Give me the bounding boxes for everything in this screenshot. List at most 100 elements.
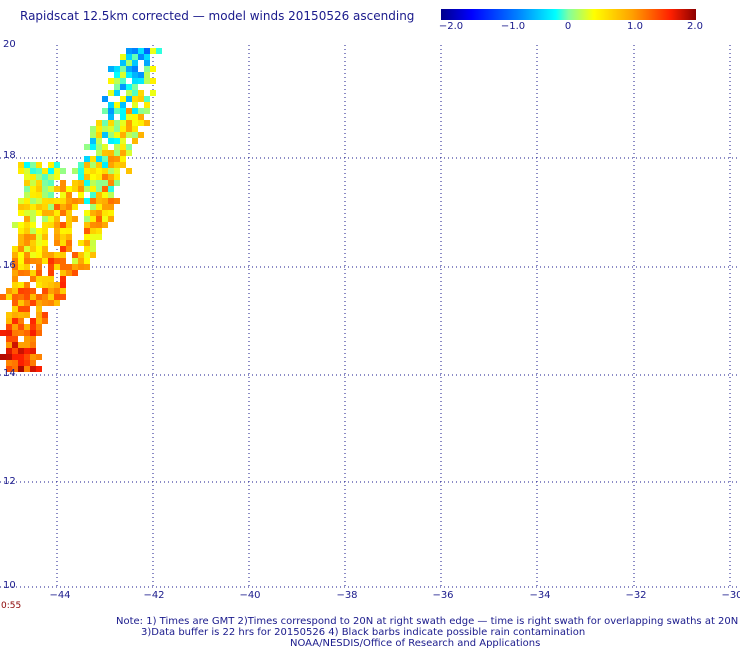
wind-cell [30, 366, 36, 372]
wind-cell [132, 60, 138, 66]
wind-cell [6, 294, 12, 300]
wind-cell [96, 132, 102, 138]
wind-cell [96, 222, 102, 228]
wind-cell [138, 108, 144, 114]
wind-cell [72, 258, 78, 264]
wind-cell [60, 276, 66, 282]
lon-label: −36 [432, 590, 454, 601]
wind-cell [12, 282, 18, 288]
wind-cell [18, 246, 24, 252]
wind-cell [66, 270, 72, 276]
wind-cell [48, 270, 54, 276]
wind-cell [84, 210, 90, 216]
wind-cell [30, 162, 36, 168]
wind-cell [36, 240, 42, 246]
wind-cell [114, 72, 120, 78]
wind-cell [108, 78, 114, 84]
wind-cell [102, 168, 108, 174]
wind-cell [12, 330, 18, 336]
wind-cell [48, 294, 54, 300]
wind-cell [30, 192, 36, 198]
wind-cell [144, 72, 150, 78]
wind-cell [30, 204, 36, 210]
wind-cell [24, 186, 30, 192]
wind-cell [72, 186, 78, 192]
wind-cell [108, 150, 114, 156]
wind-cell [24, 168, 30, 174]
wind-cell [24, 324, 30, 330]
note-line-3: NOAA/NESDIS/Office of Research and Appli… [290, 638, 541, 649]
wind-cell [18, 294, 24, 300]
wind-cell [12, 222, 18, 228]
wind-cell [114, 144, 120, 150]
wind-cell [66, 264, 72, 270]
wind-cell [42, 198, 48, 204]
wind-cell [114, 102, 120, 108]
wind-cell [96, 210, 102, 216]
wind-cell [90, 222, 96, 228]
lat-label: 10 [3, 580, 16, 591]
wind-cell [90, 168, 96, 174]
wind-cell [114, 84, 120, 90]
wind-cell [48, 282, 54, 288]
wind-cell [84, 252, 90, 258]
wind-cell [12, 342, 18, 348]
wind-cell [54, 216, 60, 222]
wind-cell [30, 294, 36, 300]
wind-cell [54, 186, 60, 192]
wind-cell [36, 186, 42, 192]
wind-cell [18, 252, 24, 258]
wind-cell [84, 264, 90, 270]
wind-cell [54, 300, 60, 306]
wind-cell [60, 234, 66, 240]
wind-cell [84, 234, 90, 240]
wind-cell [102, 210, 108, 216]
wind-cell [102, 150, 108, 156]
wind-cell [84, 168, 90, 174]
wind-cell [78, 174, 84, 180]
wind-cell [12, 366, 18, 372]
wind-cell [90, 174, 96, 180]
wind-cell [30, 222, 36, 228]
wind-cell [108, 156, 114, 162]
wind-cell [126, 132, 132, 138]
wind-cell [60, 192, 66, 198]
wind-cell [30, 336, 36, 342]
wind-cell [30, 228, 36, 234]
wind-cell [12, 258, 18, 264]
wind-cell [84, 174, 90, 180]
wind-cell [120, 120, 126, 126]
wind-cell [90, 138, 96, 144]
wind-cell [90, 192, 96, 198]
wind-cell [24, 246, 30, 252]
wind-cell [18, 366, 24, 372]
wind-cell [84, 186, 90, 192]
wind-cell [102, 126, 108, 132]
wind-cell [102, 216, 108, 222]
wind-cell [138, 54, 144, 60]
wind-cell [90, 126, 96, 132]
wind-cell [6, 312, 12, 318]
wind-cell [54, 210, 60, 216]
wind-cell [126, 150, 132, 156]
wind-cell [24, 264, 30, 270]
wind-cell [6, 330, 12, 336]
wind-cell [54, 258, 60, 264]
wind-cell [60, 252, 66, 258]
wind-cell [60, 228, 66, 234]
wind-cell [102, 132, 108, 138]
wind-cell [6, 318, 12, 324]
wind-cell [30, 270, 36, 276]
wind-cell [18, 306, 24, 312]
wind-cell [54, 162, 60, 168]
wind-cell [72, 168, 78, 174]
wind-cell [18, 264, 24, 270]
wind-cell [36, 276, 42, 282]
wind-cell [30, 354, 36, 360]
wind-cell [36, 228, 42, 234]
wind-cell [18, 240, 24, 246]
wind-cell [132, 138, 138, 144]
wind-cell [54, 264, 60, 270]
wind-cell [78, 264, 84, 270]
